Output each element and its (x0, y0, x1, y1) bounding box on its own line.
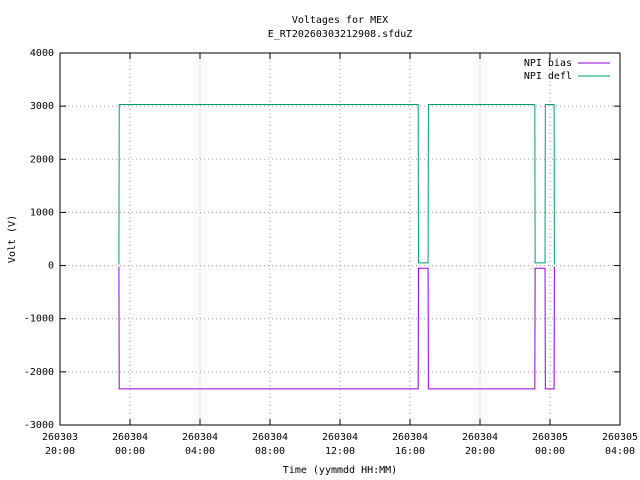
y-tick-label: 2000 (30, 154, 54, 165)
x-tick-label: 260304 08:00 (252, 432, 288, 457)
legend-label: NPI bias (524, 58, 572, 69)
y-tick-label: -3000 (24, 420, 54, 431)
data-line (118, 266, 555, 390)
y-tick-label: -2000 (24, 367, 54, 378)
data-line (118, 104, 555, 265)
chart-subtitle: E_RT20260303212908.sfduZ (268, 29, 413, 40)
x-tick-label: 260304 00:00 (112, 432, 148, 457)
x-tick-label: 260304 04:00 (182, 432, 218, 457)
x-tick-label: 260303 20:00 (42, 432, 78, 457)
x-tick-label: 260305 00:00 (532, 432, 568, 457)
plot-frame (59, 52, 621, 426)
x-tick-label: 260304 16:00 (392, 432, 428, 457)
y-axis-label: Volt (V) (7, 215, 18, 263)
y-tick-label: 0 (48, 261, 54, 272)
y-tick-label: 1000 (30, 207, 54, 218)
x-tick-label: 260304 20:00 (462, 432, 498, 457)
chart-title: Voltages for MEX (292, 15, 388, 26)
x-tick-label: 260305 04:00 (602, 432, 638, 457)
legend-label: NPI defl (524, 71, 572, 82)
x-axis-label: Time (yymmdd HH:MM) (283, 465, 397, 476)
x-tick-label: 260304 12:00 (322, 432, 358, 457)
y-tick-label: -1000 (24, 314, 54, 325)
y-tick-label: 3000 (30, 101, 54, 112)
y-tick-label: 4000 (30, 48, 54, 59)
